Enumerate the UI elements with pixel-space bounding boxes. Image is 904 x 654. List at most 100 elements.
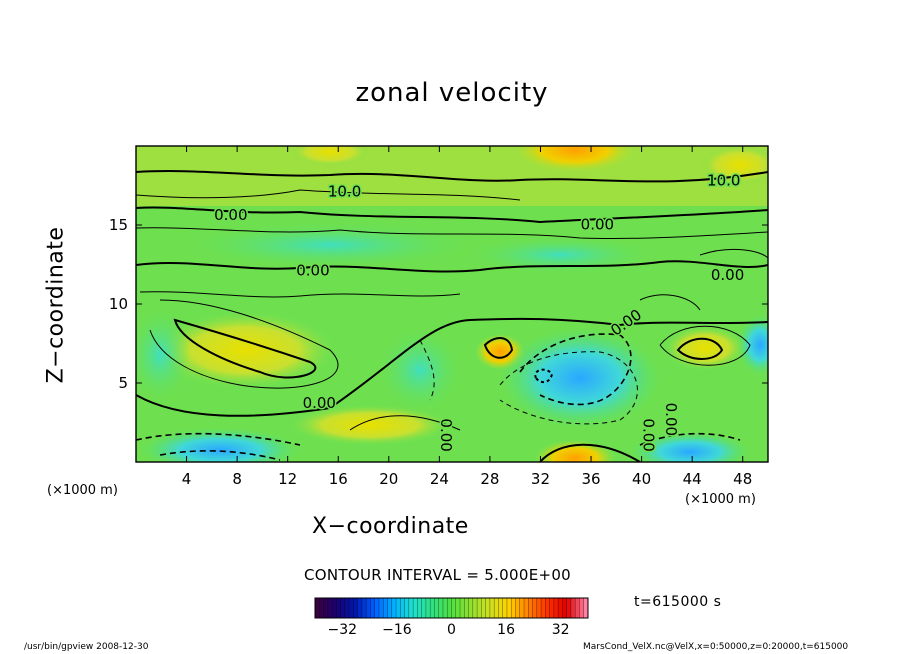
- contour-labels: 10.0 10.0 0.00 0.00 0.00 0.00 0.00 0.00 0.00 0.00…: [213, 170, 746, 454]
- colorbar-segment: [468, 598, 474, 618]
- colorbar-segment: [506, 598, 512, 618]
- x-tick-label: 24: [429, 470, 449, 488]
- colorbar-segment: [562, 598, 568, 618]
- y-tick-label: 5: [118, 374, 128, 392]
- colorbar-segment: [494, 598, 499, 618]
- colorbar-segment: [361, 598, 367, 618]
- colorbar-tick-label: −16: [382, 622, 412, 638]
- colorbar-segment: [451, 598, 457, 618]
- colorbar-segment: [366, 598, 371, 618]
- colorbar-segment: [464, 598, 470, 618]
- x-tick-label: 44: [682, 470, 702, 488]
- colorbar-segment: [344, 598, 350, 618]
- colorbar-segment: [519, 598, 525, 618]
- contour-label: 10.0: [707, 171, 740, 189]
- contour-label: 0.00: [303, 394, 336, 412]
- colorbar-segment: [408, 598, 414, 618]
- chart-title: zonal velocity: [355, 78, 549, 108]
- colorbar-segment: [532, 598, 538, 618]
- x-tick-label: 12: [278, 470, 298, 488]
- colorbar-segment: [336, 598, 342, 618]
- colorbar-tick-label: 16: [497, 622, 516, 638]
- colorbar-segment: [349, 598, 354, 618]
- colorbar-segment: [455, 598, 461, 618]
- colorbar-segment: [353, 598, 359, 618]
- tick-marks: [136, 146, 768, 462]
- colorbar-segment: [319, 598, 325, 618]
- colorbar-segment: [378, 598, 384, 618]
- colorbar-segment: [489, 598, 495, 618]
- x-tick-label: 36: [581, 470, 601, 488]
- contour-label: 10.0: [328, 182, 361, 200]
- colorbar-segment: [396, 598, 401, 618]
- colorbar-segment: [511, 598, 516, 618]
- colorbar-segment: [340, 598, 346, 618]
- colorbar-tick-label: 0: [447, 622, 456, 638]
- colorbar-segment: [536, 598, 542, 618]
- x-tick-label: 16: [328, 470, 348, 488]
- footer-right: MarsCond_VelX.nc@VelX,x=0:50000,z=0:2000…: [583, 642, 849, 652]
- colorbar-frame: [314, 597, 589, 619]
- y-tick-label: 15: [108, 216, 128, 234]
- colorbar-segment: [425, 598, 431, 618]
- colorbar-segment: [477, 598, 482, 618]
- heatmap-field: [136, 146, 768, 462]
- colorbar-segment: [383, 598, 389, 618]
- colorbar-segment: [485, 598, 491, 618]
- colorbar-segment: [374, 598, 380, 618]
- colorbar-segment: [315, 598, 320, 618]
- contour-label: 0.00: [662, 403, 680, 436]
- x-tick-label: 28: [480, 470, 500, 488]
- footer-left: /usr/bin/gpview 2008-12-30: [24, 642, 149, 652]
- colorbar-segment: [570, 598, 576, 618]
- colorbar-segment: [370, 598, 376, 618]
- colorbar-segment: [472, 598, 478, 618]
- contour-lines: [136, 170, 768, 462]
- colorbar-segment: [391, 598, 397, 618]
- colorbar-segment: [502, 598, 508, 618]
- colorbar-segment: [323, 598, 329, 618]
- x-unit-label-right: (×1000 m): [685, 492, 756, 507]
- x-tick-label: 40: [632, 470, 652, 488]
- contour-label: 0.00: [437, 418, 455, 451]
- colorbar-segment: [434, 598, 440, 618]
- time-label: t=615000 s: [634, 594, 722, 610]
- x-tick-label: 8: [232, 470, 242, 488]
- y-axis-label: Z−coordinate: [43, 226, 69, 384]
- colorbar-segment: [430, 598, 435, 618]
- colorbar-segment: [515, 598, 521, 618]
- colorbar-segment: [541, 598, 546, 618]
- colorbar-segment: [566, 598, 572, 618]
- colorbar-tick-label: −32: [327, 622, 358, 638]
- x-tick-label: 32: [530, 470, 551, 488]
- colorbar-segment: [357, 598, 363, 618]
- colorbar-segment: [438, 598, 444, 618]
- colorbar-segment: [404, 598, 410, 618]
- colorbar-segment: [583, 598, 589, 618]
- colorbar-tick-label: 32: [551, 622, 570, 638]
- colorbar-segment: [400, 598, 406, 618]
- colorbar-segment: [421, 598, 427, 618]
- contour-label: 0.00: [639, 418, 657, 451]
- colorbar-segment: [413, 598, 418, 618]
- x-axis-label: X−coordinate: [312, 514, 469, 539]
- x-tick-label: 48: [733, 470, 753, 488]
- colorbar-segment: [332, 598, 337, 618]
- x-tick-label: 4: [181, 470, 192, 488]
- colorbar-segment: [545, 598, 551, 618]
- colorbar-segment: [579, 598, 585, 618]
- contour-label: 0.00: [296, 261, 329, 279]
- y-tick-label: 10: [108, 295, 128, 313]
- x-tick-label: 20: [379, 470, 399, 488]
- contour-interval-label: CONTOUR INTERVAL = 5.000E+00: [304, 566, 572, 584]
- colorbar-segment: [442, 598, 448, 618]
- colorbar-segment: [524, 598, 529, 618]
- contour-label: 0.00: [214, 206, 247, 224]
- colorbar-segment: [481, 598, 487, 618]
- colorbar-segment: [417, 598, 423, 618]
- colorbar-segment: [327, 598, 333, 618]
- contour-label: 0.00: [711, 266, 744, 284]
- colorbar-segment: [528, 598, 534, 618]
- colorbar: [314, 597, 589, 619]
